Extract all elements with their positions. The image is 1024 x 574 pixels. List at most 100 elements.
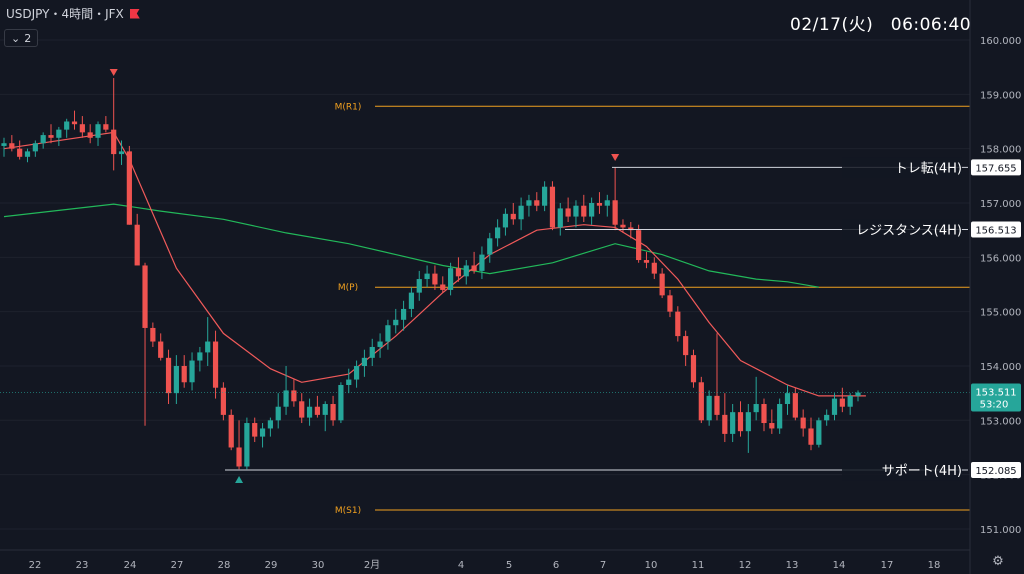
candle-body bbox=[745, 412, 751, 432]
candle-body bbox=[714, 395, 720, 415]
candle-body bbox=[103, 124, 109, 130]
candle-body bbox=[573, 205, 579, 217]
candle-body bbox=[299, 401, 305, 418]
candle-body bbox=[236, 447, 242, 467]
candle-body bbox=[565, 208, 571, 217]
candle-body bbox=[377, 341, 383, 347]
flag-icon[interactable] bbox=[129, 8, 140, 19]
x-tick-label: 23 bbox=[76, 560, 89, 571]
x-tick-label: 2月 bbox=[364, 559, 380, 571]
candle-body bbox=[596, 202, 603, 206]
x-tick-label: 22 bbox=[29, 560, 42, 571]
candle-body bbox=[197, 352, 203, 361]
candle-body bbox=[24, 151, 31, 157]
candle-body bbox=[784, 393, 791, 405]
chevron-down-icon: ⌄ bbox=[11, 31, 21, 45]
symbol-title[interactable]: USDJPY・4時間・JFX bbox=[6, 7, 124, 21]
price-tag-bg bbox=[971, 221, 1021, 238]
level-label: サポート(4H) bbox=[882, 464, 962, 479]
candle-body bbox=[800, 417, 806, 429]
x-tick-label: 17 bbox=[881, 560, 894, 571]
candle-body bbox=[706, 395, 712, 421]
x-tick-label: 10 bbox=[645, 560, 658, 571]
pivot-label: M(R1) bbox=[335, 102, 362, 112]
candle-body bbox=[447, 268, 454, 290]
candle-body bbox=[306, 406, 313, 418]
x-tick-label: 27 bbox=[171, 560, 184, 571]
candle-body bbox=[322, 404, 328, 415]
candle-body bbox=[150, 327, 156, 342]
candle-body bbox=[95, 124, 101, 138]
y-tick-label: 157.000 bbox=[980, 199, 1021, 210]
candle-body bbox=[267, 420, 273, 429]
candle-body bbox=[737, 412, 744, 432]
candle-body bbox=[463, 265, 469, 277]
level-label-bg bbox=[842, 219, 962, 240]
candle-body bbox=[792, 393, 798, 418]
indicator-count: 2 bbox=[24, 31, 32, 45]
candle-body bbox=[385, 325, 391, 342]
candle-body bbox=[142, 265, 148, 328]
candle-body bbox=[510, 213, 516, 220]
candle-body bbox=[628, 227, 634, 231]
y-tick-label: 158.000 bbox=[980, 145, 1021, 156]
candle-body bbox=[9, 143, 15, 149]
indicator-toggle-button[interactable]: ⌄ 2 bbox=[4, 29, 39, 47]
level-label: レジスタンス(4H) bbox=[856, 223, 962, 238]
candle-body bbox=[542, 186, 548, 206]
candle-body bbox=[346, 379, 352, 385]
y-tick-label: 153.000 bbox=[980, 416, 1021, 427]
candle-body bbox=[165, 357, 172, 394]
candle-body bbox=[495, 227, 501, 239]
current-price-label: 153.511 bbox=[975, 388, 1016, 399]
pivot-label: M(S1) bbox=[335, 506, 361, 516]
candle-body bbox=[189, 360, 195, 383]
candle-body bbox=[259, 428, 266, 437]
x-tick-label: 5 bbox=[506, 560, 512, 571]
candle-body bbox=[659, 273, 665, 296]
candle-body bbox=[479, 254, 485, 271]
settings-gear-icon[interactable]: ⚙ bbox=[992, 554, 1004, 569]
candle-body bbox=[487, 238, 493, 255]
candle-body bbox=[643, 260, 650, 263]
candle-body bbox=[228, 414, 234, 448]
x-tick-label: 30 bbox=[312, 560, 325, 571]
candle-body bbox=[698, 382, 704, 421]
y-tick-label: 160.000 bbox=[980, 36, 1021, 47]
candle-body bbox=[338, 384, 344, 421]
candle-body bbox=[283, 390, 289, 407]
candle-body bbox=[753, 404, 759, 413]
x-tick-label: 11 bbox=[692, 560, 705, 571]
level-label: トレ転(4H) bbox=[895, 161, 962, 176]
symbol-header[interactable]: USDJPY・4時間・JFX bbox=[6, 5, 140, 22]
candle-body bbox=[557, 208, 563, 228]
candle-body bbox=[181, 365, 187, 383]
candle-body bbox=[839, 398, 845, 407]
candle-body bbox=[636, 230, 642, 261]
y-tick-label: 156.000 bbox=[980, 253, 1021, 264]
candle-body bbox=[769, 423, 775, 429]
price-tag-label: 157.655 bbox=[975, 163, 1016, 174]
price-tag-label: 152.085 bbox=[975, 466, 1016, 477]
x-tick-label: 13 bbox=[786, 560, 799, 571]
candle-body bbox=[17, 148, 23, 157]
candle-body bbox=[549, 186, 556, 228]
candle-body bbox=[761, 404, 767, 424]
candle-body bbox=[220, 387, 226, 415]
countdown-label: 53:20 bbox=[980, 400, 1009, 411]
clock-display: 02/17(火) 06:06:40 bbox=[790, 15, 972, 35]
candle-body bbox=[158, 341, 164, 358]
candle-body bbox=[424, 273, 430, 280]
candle-body bbox=[502, 213, 509, 228]
x-tick-label: 12 bbox=[739, 560, 752, 571]
candle-body bbox=[518, 205, 524, 220]
candle-body bbox=[361, 357, 368, 366]
x-tick-label: 18 bbox=[928, 560, 941, 571]
y-tick-label: 151.000 bbox=[980, 525, 1021, 536]
candle-body bbox=[1, 143, 7, 146]
candle-body bbox=[111, 129, 117, 155]
candle-body bbox=[252, 423, 258, 437]
candle-body bbox=[440, 284, 446, 290]
pivot-label: M(P) bbox=[338, 283, 358, 293]
